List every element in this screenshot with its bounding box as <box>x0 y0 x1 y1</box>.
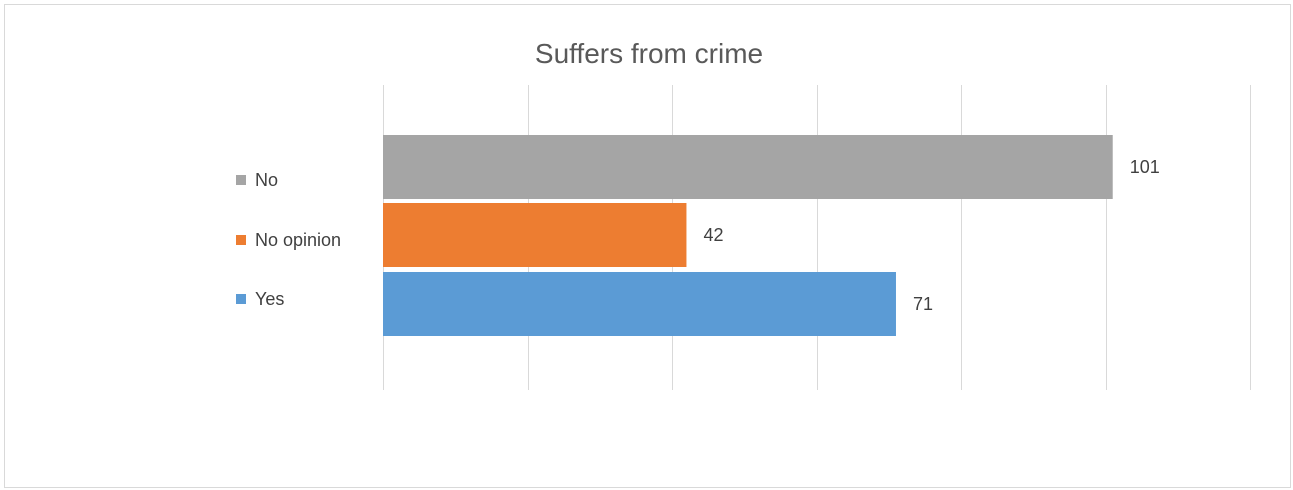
chart-frame: Suffers from crime 101 42 71 No No opinion Y… <box>4 4 1291 488</box>
legend-swatch-yes <box>236 294 246 304</box>
legend-swatch-no <box>236 175 246 185</box>
legend-label-no: No <box>255 170 278 190</box>
bar-no-opinion <box>383 203 687 267</box>
legend-label-no-opinion: No opinion <box>255 230 341 250</box>
bar-no <box>383 135 1113 199</box>
legend: No No opinion Yes <box>236 170 341 309</box>
data-label-no-opinion: 42 <box>703 225 723 245</box>
bar-chart: Suffers from crime 101 42 71 No No opinion Y… <box>236 38 1251 390</box>
legend-swatch-no-opinion <box>236 235 246 245</box>
bars <box>383 135 1113 336</box>
data-label-yes: 71 <box>913 294 933 314</box>
data-label-no: 101 <box>1130 157 1160 177</box>
data-labels: 101 42 71 <box>703 157 1159 314</box>
chart-title: Suffers from crime <box>535 38 763 69</box>
legend-label-yes: Yes <box>255 289 284 309</box>
bar-yes <box>383 272 896 336</box>
